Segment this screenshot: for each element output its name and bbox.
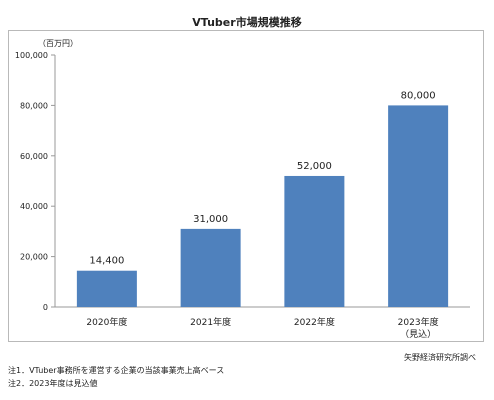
data-label: 52,000 — [297, 161, 332, 172]
x-tick-label: 2023年度 — [398, 316, 439, 328]
data-label: 31,000 — [193, 214, 228, 225]
chart-title: VTuber市場規模推移 — [192, 16, 302, 29]
bar — [284, 175, 345, 307]
x-tick-label: 2020年度 — [86, 316, 127, 328]
footnote-1: 注1．VTuber事務所を運営する企業の当該事業売上高ベース — [8, 366, 225, 375]
bar — [388, 105, 449, 308]
x-tick-sublabel: （見込） — [400, 329, 436, 340]
y-tick-label: 100,000 — [15, 51, 48, 60]
chart-frame — [8, 30, 484, 342]
x-tick-label: 2021年度 — [190, 316, 231, 328]
y-tick-label: 40,000 — [20, 202, 48, 211]
bar — [76, 270, 137, 307]
y-tick-label: 60,000 — [20, 152, 48, 161]
y-tick-label: 20,000 — [20, 253, 48, 262]
x-tick-label: 2022年度 — [294, 316, 335, 328]
y-tick-label: 80,000 — [20, 101, 48, 110]
source-note: 矢野経済研究所調べ — [404, 353, 476, 362]
footnote-2: 注2．2023年度は見込値 — [8, 379, 98, 388]
data-label: 80,000 — [401, 90, 436, 101]
data-label: 14,400 — [89, 256, 124, 267]
y-tick-label: 0 — [43, 303, 48, 312]
bar — [180, 228, 241, 307]
y-axis-unit: （百万円） — [38, 39, 78, 48]
